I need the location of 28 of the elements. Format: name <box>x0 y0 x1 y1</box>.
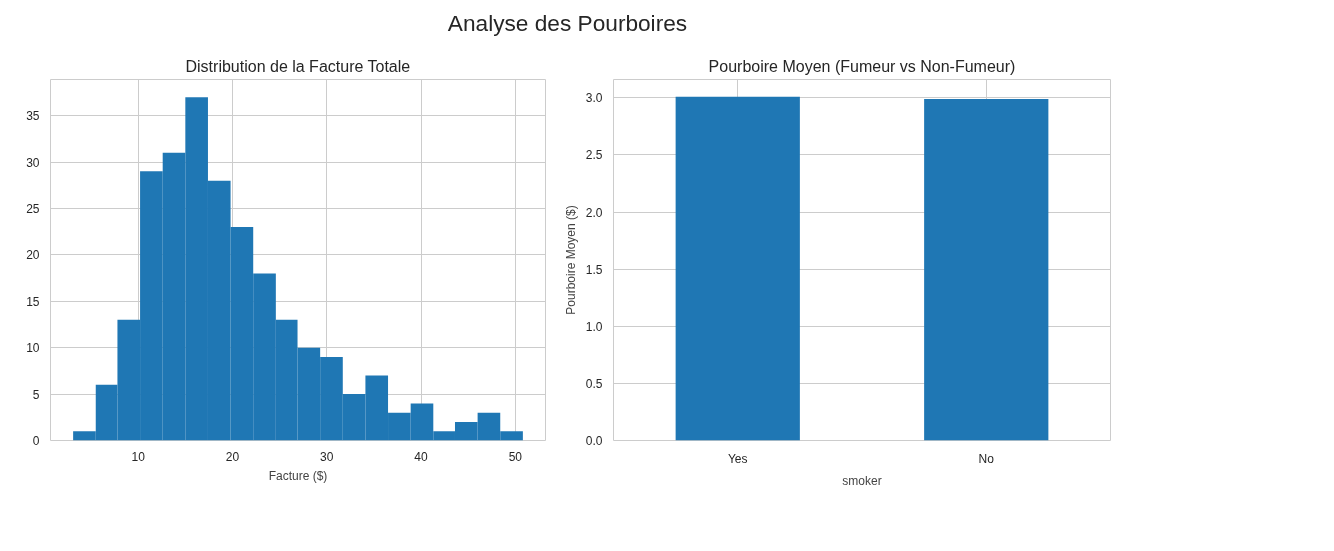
y-tick-label: 2.5 <box>585 148 603 163</box>
text: Analyse des Pourboires <box>447 9 688 38</box>
y-tick-label: 20 <box>26 248 40 263</box>
y-tick-label: 2.0 <box>585 205 603 220</box>
y-tick-label: 25 <box>26 201 40 216</box>
x-tick-label: 50 <box>508 449 523 464</box>
y-tick-label: 15 <box>26 294 40 309</box>
y-tick-label: 10 <box>26 341 40 356</box>
x-tick-label: 40 <box>414 449 429 464</box>
y-tick-label: 0.5 <box>585 376 603 391</box>
x-tick-label: 20 <box>225 449 240 464</box>
x-tick-label: Yes <box>727 451 748 466</box>
x-tick-label: 30 <box>320 449 334 464</box>
y-tick-label: 30 <box>26 155 40 170</box>
x-axis-title: smoker <box>842 473 882 488</box>
x-tick-label: No <box>978 451 995 466</box>
chart-title: Distribution de la Facture Totale <box>185 57 411 75</box>
y-axis-title: Pourboire Moyen ($) <box>563 205 578 315</box>
chart-title: Pourboire Moyen (Fumeur vs Non-Fumeur) <box>708 57 1016 75</box>
y-tick-label: 1.0 <box>585 319 603 334</box>
y-tick-label: 1.5 <box>585 262 603 277</box>
y-tick-label: 0 <box>32 434 40 448</box>
y-tick-label: 3.0 <box>585 91 603 106</box>
x-axis-title: Facture ($) <box>268 468 328 483</box>
y-tick-label: 35 <box>26 109 40 124</box>
y-tick-label: 0.0 <box>585 434 603 448</box>
y-tick-label: 5 <box>32 387 40 402</box>
x-tick-label: 10 <box>131 449 146 464</box>
